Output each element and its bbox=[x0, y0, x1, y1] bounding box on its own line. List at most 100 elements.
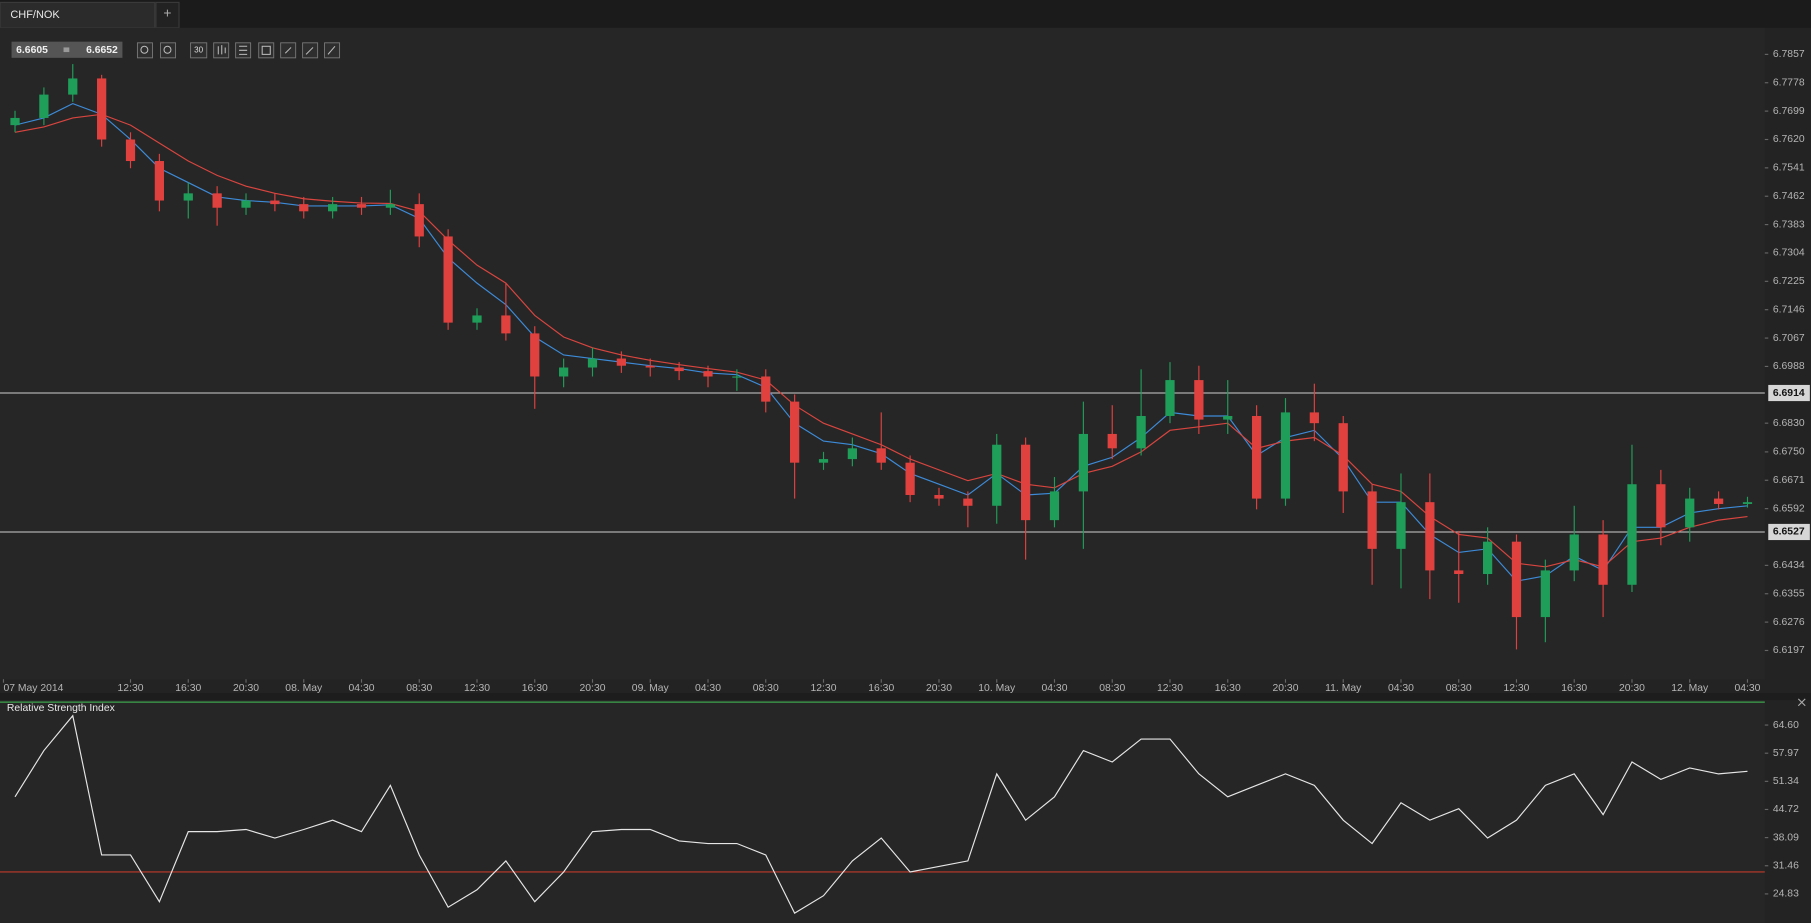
glyph bbox=[217, 45, 226, 55]
y-tick-label: 6.7778 bbox=[1773, 77, 1805, 88]
glyph bbox=[239, 45, 248, 55]
candle-body bbox=[1194, 380, 1204, 420]
y-tick-label: 24.83 bbox=[1773, 889, 1799, 900]
price-panel bbox=[0, 27, 1765, 680]
x-tick-label: 20:30 bbox=[1273, 683, 1299, 694]
y-tick-label: 6.7857 bbox=[1773, 49, 1805, 60]
y-tick-label: 31.46 bbox=[1773, 861, 1799, 872]
x-tick-label: 12:30 bbox=[811, 683, 837, 694]
y-tick-label: 6.7225 bbox=[1773, 276, 1805, 287]
candle-body bbox=[1078, 433, 1088, 492]
x-tick-label: 10. May bbox=[978, 683, 1016, 694]
rsi-panel bbox=[0, 700, 1765, 923]
period[interactable] bbox=[190, 42, 208, 59]
tab[interactable] bbox=[0, 1, 156, 29]
y-tick-label: 6.7462 bbox=[1773, 191, 1805, 202]
candle-body bbox=[530, 333, 540, 377]
y-tick-label: 6.6197 bbox=[1773, 645, 1805, 656]
y-tick-label: 44.72 bbox=[1773, 804, 1799, 815]
candle-body bbox=[154, 161, 165, 201]
quote-separator bbox=[63, 47, 70, 53]
candle-body bbox=[1540, 570, 1550, 618]
candle-body bbox=[963, 498, 973, 506]
y-tick-label: 6.7304 bbox=[1773, 248, 1805, 259]
close-indicator[interactable] bbox=[1797, 698, 1806, 707]
glyph bbox=[305, 47, 314, 55]
candle-body bbox=[790, 401, 800, 463]
y-tick-label: 6.6830 bbox=[1773, 418, 1805, 429]
x-tick-label: 04:30 bbox=[695, 683, 721, 694]
price-line-label: 6.6527 bbox=[1773, 527, 1805, 538]
candle-body bbox=[992, 444, 1002, 506]
candle-body bbox=[1598, 534, 1608, 585]
candle-body bbox=[1482, 541, 1493, 574]
y-tick-label: 6.6355 bbox=[1773, 588, 1805, 599]
candle-body bbox=[1165, 380, 1175, 416]
candle-body bbox=[328, 204, 338, 212]
x-tick-label: 12:30 bbox=[118, 683, 144, 694]
y-tick-label: 6.7541 bbox=[1773, 163, 1805, 174]
ask: 6.6652 bbox=[86, 45, 118, 56]
candle-body bbox=[472, 315, 482, 323]
panel-divider bbox=[0, 693, 1811, 701]
y-tick-label: 6.7067 bbox=[1773, 333, 1805, 344]
x-tick-label: 16:30 bbox=[1215, 683, 1241, 694]
candle-body bbox=[616, 358, 626, 366]
templates[interactable] bbox=[258, 42, 275, 59]
y-tick-label: 64.60 bbox=[1773, 720, 1799, 731]
x-tick-label: 09. May bbox=[632, 683, 670, 694]
candle-body bbox=[674, 367, 684, 372]
rsi-line bbox=[14, 714, 1748, 914]
x-tick-label: 08:30 bbox=[406, 683, 432, 694]
y-tick-label: 6.6988 bbox=[1773, 361, 1805, 372]
x-tick-label: 04:30 bbox=[1734, 683, 1760, 694]
glyph bbox=[327, 45, 336, 55]
candle-body bbox=[847, 448, 857, 460]
x-tick-label: 08:30 bbox=[1446, 683, 1472, 694]
candle-body bbox=[125, 139, 136, 162]
price-line-tag bbox=[1768, 523, 1810, 541]
candle-body bbox=[443, 236, 453, 323]
x-tick-label: 20:30 bbox=[580, 683, 606, 694]
y-tick-label: 6.7146 bbox=[1773, 304, 1805, 315]
candle-body bbox=[1280, 412, 1291, 499]
candle-body bbox=[68, 78, 78, 95]
y-tick-label: 6.6434 bbox=[1773, 560, 1805, 571]
candle-body bbox=[1713, 498, 1724, 504]
candle-body bbox=[270, 200, 280, 205]
candle-body bbox=[1136, 415, 1146, 449]
y-tick-label: 57.97 bbox=[1773, 748, 1799, 759]
candle-body bbox=[241, 200, 251, 208]
y-tick-label: 6.7699 bbox=[1773, 106, 1805, 117]
zoom-in[interactable] bbox=[136, 42, 153, 59]
candle-body bbox=[39, 94, 49, 118]
candle-body bbox=[1107, 433, 1117, 449]
candle-body bbox=[1338, 423, 1348, 492]
glyph bbox=[140, 45, 149, 54]
candle-body bbox=[299, 204, 309, 212]
candle-body bbox=[1627, 484, 1637, 585]
candle-body bbox=[1020, 444, 1031, 521]
x-tick-label: 04:30 bbox=[349, 683, 375, 694]
y-tick-label: 6.6276 bbox=[1773, 617, 1805, 628]
candle-body bbox=[1511, 541, 1522, 618]
candle-body bbox=[876, 448, 886, 463]
candle-body bbox=[414, 204, 424, 237]
glyph bbox=[261, 45, 271, 55]
x-tick-label: 07 May 2014 bbox=[3, 683, 63, 694]
x-tick-label: 16:30 bbox=[175, 683, 201, 694]
price-line-tag bbox=[1768, 384, 1810, 402]
x-tick-label: 12:30 bbox=[1157, 683, 1183, 694]
period-label: 30 bbox=[194, 45, 203, 54]
x-tick-label: 12:30 bbox=[464, 683, 490, 694]
tab-bar bbox=[0, 0, 1811, 28]
candle-body bbox=[818, 459, 829, 463]
x-tick-label: 04:30 bbox=[1042, 683, 1068, 694]
candle-body bbox=[645, 365, 655, 368]
candle-body bbox=[385, 204, 396, 208]
candle-body bbox=[1251, 415, 1262, 499]
zoom-out[interactable] bbox=[160, 42, 177, 59]
x-tick-label: 04:30 bbox=[1388, 683, 1414, 694]
chart-type[interactable] bbox=[213, 42, 230, 59]
y-tick-label: 6.7383 bbox=[1773, 219, 1805, 230]
